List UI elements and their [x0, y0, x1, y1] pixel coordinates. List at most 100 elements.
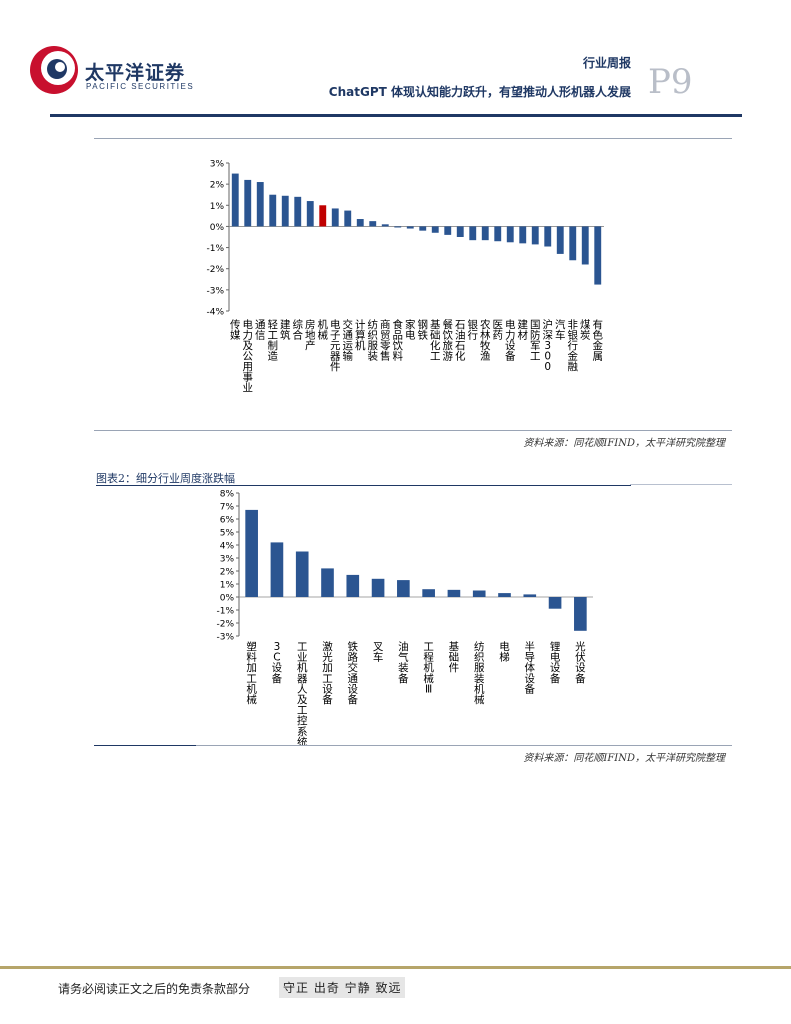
report-type: 行业周报 — [582, 56, 631, 70]
bar — [346, 574, 360, 597]
bar — [447, 589, 461, 597]
bar — [481, 226, 489, 241]
x-category-label: 传媒 — [230, 319, 241, 342]
x-category-label: 3 C 设备 — [272, 641, 283, 685]
x-category-label: 电梯 — [499, 640, 510, 664]
x-category-label: 半导体设备 — [525, 640, 536, 695]
x-category-label: 石油石化 — [455, 319, 466, 363]
bar — [569, 226, 577, 261]
bar — [397, 580, 410, 597]
x-category-label: 光伏设备 — [575, 640, 586, 685]
bar — [556, 226, 564, 254]
y-tick-label: 0% — [220, 594, 235, 604]
x-category-label: 家电 — [405, 318, 416, 342]
y-tick-label: 1% — [210, 202, 225, 212]
bar — [519, 226, 527, 244]
x-category-label: 沪深 3 0 0 — [543, 318, 554, 373]
x-category-label: 房地产 — [305, 318, 316, 352]
x-category-label: 轻工制造 — [268, 318, 279, 363]
x-category-label: 工程机械 Ⅲ — [423, 641, 434, 695]
x-category-label: 有色金属 — [593, 318, 604, 363]
disclaimer-note: 请务必阅读正文之后的免责条款部分 — [58, 982, 251, 996]
bar — [356, 219, 364, 227]
company-motto: 守正 出奇 宁静 致远 — [279, 977, 406, 998]
x-category-label: 商贸零售 — [380, 318, 391, 363]
x-category-label: 机械 — [318, 318, 329, 342]
bar — [394, 226, 402, 228]
bar — [456, 226, 464, 237]
chart2-title-rule — [96, 485, 631, 486]
x-category-label: 建材 — [518, 318, 529, 342]
x-category-label: 综合 — [293, 318, 304, 342]
y-tick-label: -2% — [216, 620, 234, 630]
y-tick-label: 2% — [210, 181, 225, 191]
bar — [422, 589, 435, 597]
bar — [574, 597, 587, 631]
bar — [371, 578, 385, 597]
y-tick-label: 4% — [220, 542, 235, 552]
x-category-label: 建筑 — [280, 318, 291, 342]
x-category-label: 煤炭 — [580, 318, 591, 342]
bar — [319, 205, 327, 227]
y-tick-label: -1% — [206, 244, 224, 254]
bar — [281, 195, 289, 227]
x-category-label: 交通运输 — [343, 318, 354, 363]
bar — [531, 226, 539, 245]
x-category-label: 银行 — [468, 318, 479, 342]
bar — [406, 226, 414, 229]
page-number: P9 — [648, 62, 693, 102]
bar — [581, 226, 589, 265]
y-tick-label: -3% — [206, 286, 224, 296]
bar — [472, 590, 486, 597]
x-category-label: 食品饮料 — [393, 318, 404, 363]
x-category-label: 国防军工 — [530, 319, 541, 363]
bar — [548, 597, 562, 609]
x-category-label: 非银行金融 — [568, 319, 579, 373]
chart1-top-rule — [94, 138, 732, 139]
industry-weekly-change-chart: 3% 2% 1% 0% -1% -2% -3% -4% 传媒电力及公用事业通信轻工制造建筑综合房… — [206, 160, 604, 394]
report-title: ChatGPT 体现认知能力跃升，有望推动人形机器人发展 — [328, 85, 631, 99]
y-tick-label: 0% — [210, 223, 225, 233]
x-category-label: 餐饮旅游 — [443, 318, 454, 363]
bar — [245, 509, 258, 597]
chart1-bottom-rule — [94, 430, 732, 431]
x-category-label: 医药 — [493, 319, 504, 342]
x-category-label: 计算机 — [355, 318, 366, 352]
bar — [331, 208, 339, 227]
bar — [295, 551, 309, 597]
y-tick-label: 8% — [220, 490, 235, 500]
x-category-label: 基础化工 — [430, 318, 441, 363]
y-tick-label: 2% — [220, 568, 235, 578]
bar — [321, 568, 334, 597]
x-category-label: 铁路交通设备 — [348, 640, 359, 706]
chart2-title-rule-light — [630, 484, 732, 485]
bar — [594, 226, 602, 285]
x-category-label: 纺织服装 — [368, 318, 379, 363]
x-category-label: 汽车 — [555, 318, 566, 342]
bar — [231, 173, 239, 227]
x-category-label: 锂电设备 — [550, 640, 561, 685]
bar — [294, 196, 302, 227]
x-category-label: 塑料加工机械 — [246, 640, 257, 706]
x-category-label: 叉车 — [373, 641, 384, 664]
bar — [444, 226, 452, 235]
x-category-label: 电力设备 — [505, 318, 516, 363]
y-tick-label: -3% — [216, 633, 234, 643]
bar — [469, 226, 477, 241]
x-category-label: 通信 — [255, 319, 266, 342]
y-tick-label: -2% — [206, 265, 224, 275]
pacific-securities-logo-icon — [30, 46, 78, 94]
bar — [431, 226, 439, 233]
bar — [256, 182, 264, 227]
bar — [498, 593, 511, 597]
brand-name-en: PACIFIC SECURITIES — [86, 82, 195, 91]
y-tick-label: -1% — [216, 607, 234, 617]
bar — [369, 221, 377, 227]
x-category-label: 工业机器人及工控系统 — [297, 641, 308, 746]
bar — [419, 226, 427, 231]
y-tick-label: 5% — [220, 529, 235, 539]
bar — [494, 226, 502, 242]
x-category-label: 纺织服装机械 — [474, 640, 485, 706]
chart2-title: 图表2：细分行业周度涨跌幅 — [96, 472, 235, 485]
x-category-label: 钢铁 — [418, 318, 429, 342]
